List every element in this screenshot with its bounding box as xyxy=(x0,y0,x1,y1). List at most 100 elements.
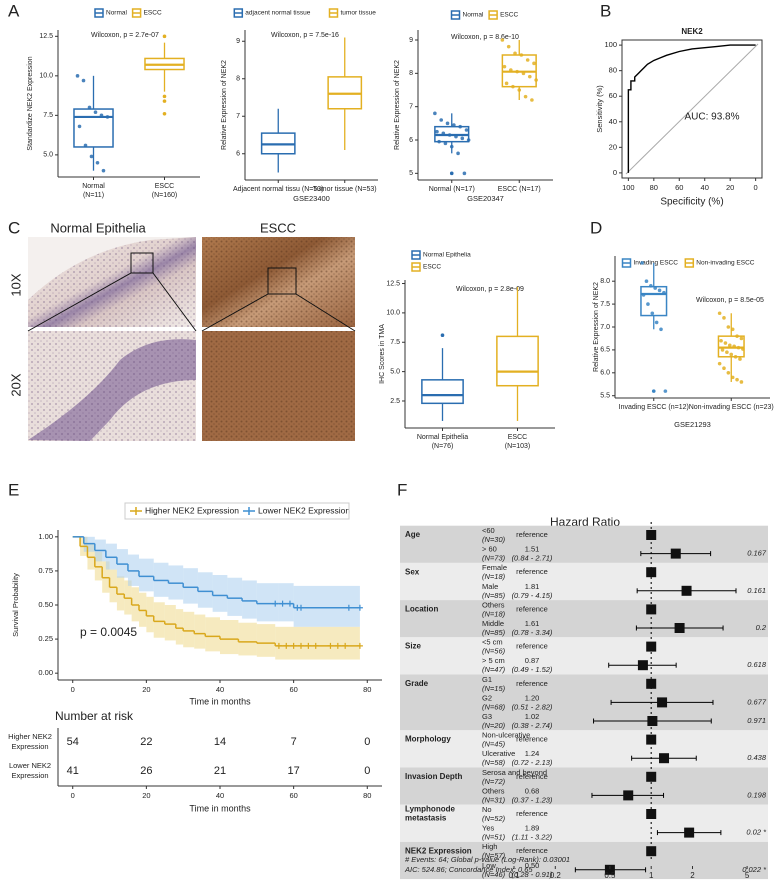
point xyxy=(464,128,469,132)
point xyxy=(527,74,532,79)
box xyxy=(717,335,745,358)
x-tick-label: 80 xyxy=(363,685,371,694)
point xyxy=(101,168,106,173)
point xyxy=(441,131,446,136)
n-label: (N=72) xyxy=(482,777,506,786)
x-tick-note: (N=103) xyxy=(505,443,530,450)
hr-label: reference xyxy=(516,642,548,651)
point xyxy=(735,377,739,382)
point xyxy=(720,348,725,352)
point xyxy=(95,160,100,165)
x-axis-label: GSE23400 xyxy=(293,194,330,203)
point xyxy=(741,347,745,351)
y-tick-label: 0.25 xyxy=(38,634,53,643)
point xyxy=(443,141,448,146)
point xyxy=(447,133,452,137)
confidence-band xyxy=(220,620,239,655)
level-label: Serosa and beyond xyxy=(482,768,547,777)
censor-mark xyxy=(298,604,304,611)
y-tick-label: 0 xyxy=(613,168,617,177)
level-label: > 60 xyxy=(482,545,497,554)
p-label: 0.677 xyxy=(747,697,767,706)
hr-label: 0.50 xyxy=(525,861,540,870)
point xyxy=(504,81,509,86)
n-label: (N=57) xyxy=(482,851,506,860)
p-label: 0.02 * xyxy=(746,828,767,837)
x-tick-label: Tumor tissue (N=53) xyxy=(313,186,377,193)
n-label: (N=15) xyxy=(482,684,506,693)
confidence-band xyxy=(194,614,206,649)
confidence-band xyxy=(109,569,117,603)
annotation: Wilcoxon, p = 2.7e-07 xyxy=(91,32,159,39)
legend-label: adjacent normal tissue xyxy=(245,10,310,17)
y-axis-label: Relative Expression of NEK2 xyxy=(593,282,600,372)
panel-letter: C xyxy=(8,218,20,237)
legend-label: Non-invading ESCC xyxy=(696,260,754,267)
hr-marker xyxy=(646,530,657,540)
ci-label: (0.49 - 1.52) xyxy=(512,665,553,674)
p-label: 0.2 xyxy=(756,623,767,632)
ci-label: (0.38 - 2.74) xyxy=(512,721,553,730)
hr-marker xyxy=(670,548,681,559)
point xyxy=(654,320,659,325)
column-title: Normal Epithelia xyxy=(50,220,146,235)
footnote: # Events: 64; Global p-value (Log-Rank):… xyxy=(405,855,570,864)
point xyxy=(532,61,536,66)
legend-key xyxy=(130,507,142,515)
censor-mark xyxy=(334,642,341,649)
censor-mark xyxy=(290,642,297,649)
y-axis-label: Relative Expression of NEK2 xyxy=(394,60,401,150)
point xyxy=(81,78,86,83)
point xyxy=(517,88,522,92)
outlier xyxy=(162,99,167,103)
point xyxy=(534,78,538,82)
hr-label: 0.87 xyxy=(525,656,540,665)
x-tick-label: Non-invading ESCC (n=23) xyxy=(689,404,774,411)
x-axis-label: Time in months xyxy=(189,803,251,813)
risk-row-label: Expression xyxy=(11,742,48,751)
row-band xyxy=(400,841,768,880)
point xyxy=(723,341,728,345)
risk-value: 54 xyxy=(67,736,79,748)
y-tick-label: 9 xyxy=(236,38,240,45)
annotation: p = 0.0045 xyxy=(80,625,137,639)
point xyxy=(717,361,722,366)
point xyxy=(515,69,519,74)
x-axis-label: Time in months xyxy=(189,696,251,706)
y-tick-label: 100 xyxy=(604,40,617,49)
legend-key xyxy=(243,507,255,515)
ci-label: (0.72 - 2.13) xyxy=(512,758,553,767)
y-tick-label: 5.0 xyxy=(43,152,53,159)
x-tick-label: 40 xyxy=(701,183,709,192)
censor-mark xyxy=(272,600,279,607)
group-label: Age xyxy=(405,530,421,539)
point xyxy=(462,171,467,176)
zoom-line xyxy=(201,293,269,332)
hr-label: reference xyxy=(516,567,548,576)
zoom-line xyxy=(152,272,197,332)
risk-value: 21 xyxy=(214,765,226,777)
risk-value: 0 xyxy=(364,765,370,777)
n-label: (N=68) xyxy=(482,702,506,711)
footnote: AIC: 524.86; Concordance Index: 0.65 xyxy=(404,865,533,874)
micrographs: Normal Epithelia ESCC 10X 20X xyxy=(8,220,356,441)
point xyxy=(452,123,456,127)
y-tick-label: 7.5 xyxy=(43,112,53,119)
y-tick-label: 9 xyxy=(409,37,413,44)
x-tick-label: ESCC xyxy=(155,183,174,190)
hr-label: reference xyxy=(516,679,548,688)
group-label: NEK2 Expression xyxy=(405,846,472,855)
y-tick-label: 0.50 xyxy=(38,600,53,609)
point xyxy=(89,154,94,159)
x-tick-label: 40 xyxy=(216,685,224,694)
hr-marker xyxy=(646,809,657,819)
x-tick-label: 0.1 xyxy=(508,871,520,880)
row-band xyxy=(400,730,768,768)
risk-row-label: Expression xyxy=(11,771,48,780)
y-tick-label: 5.5 xyxy=(600,393,610,400)
hr-marker xyxy=(646,734,657,745)
panel-letter: B xyxy=(600,1,611,20)
risk-value: 22 xyxy=(140,736,152,748)
point xyxy=(641,293,646,297)
hr-marker xyxy=(681,585,692,596)
